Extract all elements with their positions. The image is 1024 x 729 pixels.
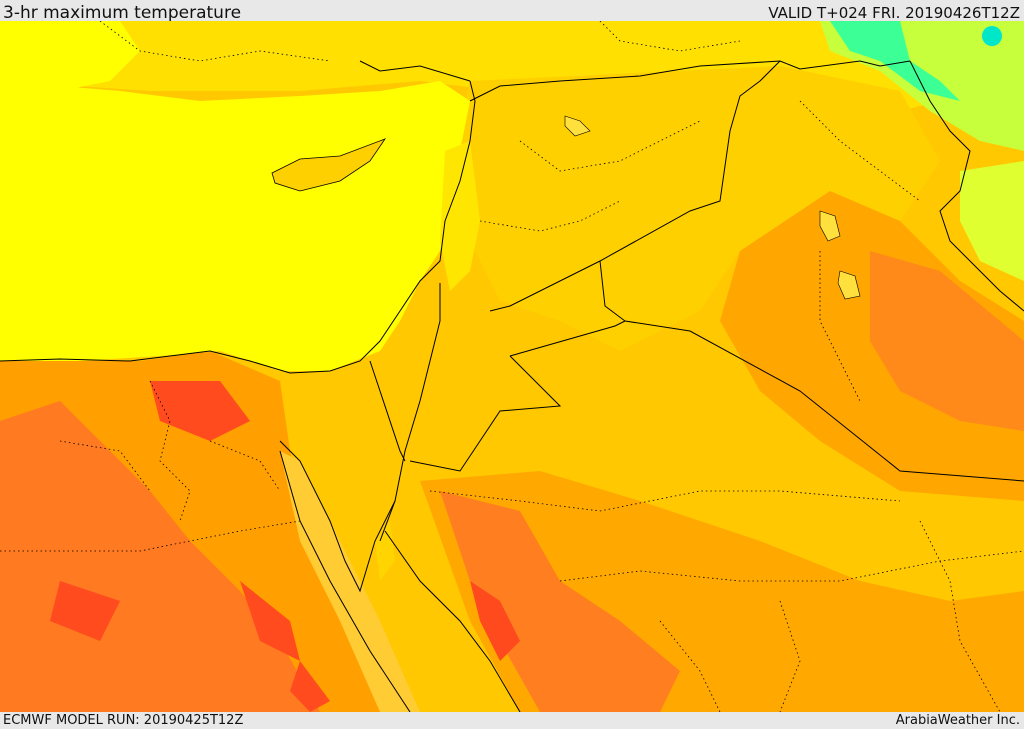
lake-milh [837,270,861,300]
north-band [0,21,1024,111]
coldest-spot [982,26,1002,46]
map-title: 3-hr maximum temperature [3,3,242,23]
saudi-extreme [470,581,520,661]
footer-bar: ECMWF MODEL RUN: 20190425T12Z ArabiaWeat… [0,712,1024,729]
credit-label: ArabiaWeather Inc. [895,713,1020,728]
valid-time: VALID T+024 FRI. 20190426T12Z [768,4,1020,22]
lake-assad [564,115,591,137]
model-run: ECMWF MODEL RUN: 20190425T12Z [3,713,244,728]
cyprus [271,138,387,192]
levant-coast [440,141,480,291]
cool-east [960,161,1024,281]
gulf-of-aqaba [375,521,395,581]
aegean [0,21,140,91]
syria-warm [450,66,940,351]
egypt-extreme [50,381,330,712]
iraq-hot [720,191,1024,501]
map-canvas [0,21,1024,712]
country-borders [0,60,1024,712]
lake-tharthar [819,210,841,242]
egypt-hottest [0,401,320,712]
temperature-map[interactable] [0,21,1024,712]
province-borders [0,21,1024,712]
header-bar: 3-hr maximum temperature VALID T+024 FRI… [0,0,1024,23]
iraq-hottest [870,251,1024,431]
saudi-hottest [440,491,680,712]
cold-ne [830,21,960,101]
red-sea [280,451,420,712]
